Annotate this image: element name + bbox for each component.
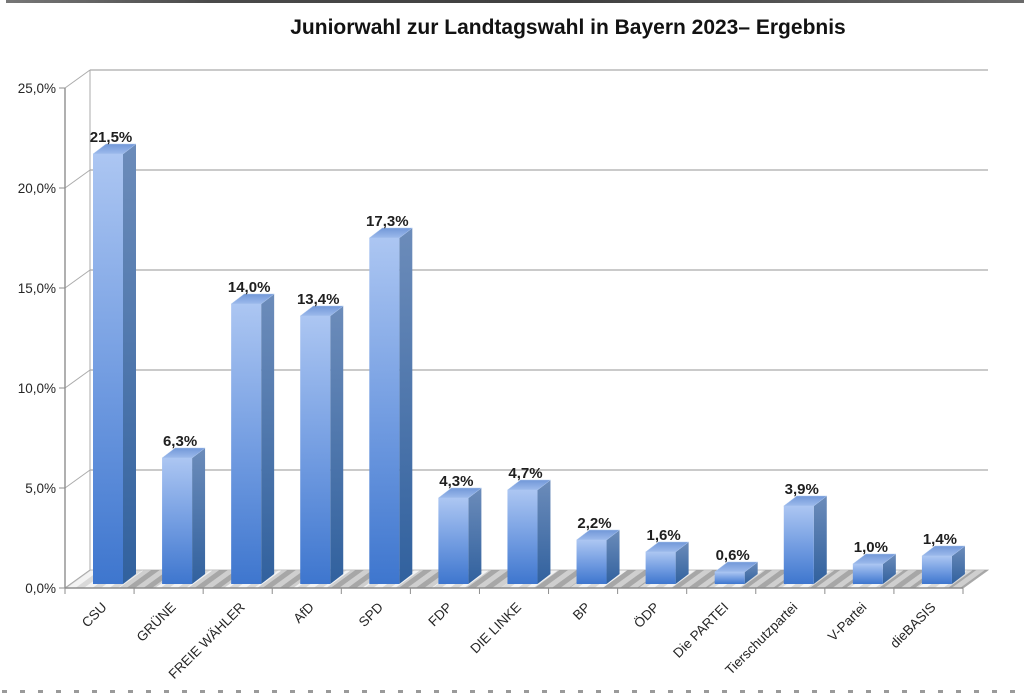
bar-front-face <box>783 506 814 584</box>
bar-side-face <box>537 480 551 584</box>
bar-csu: 21,5% <box>90 129 137 584</box>
y-tick-connector-15 <box>64 269 91 289</box>
bar-front-face <box>576 540 607 584</box>
bar-front-face <box>369 238 400 584</box>
y-axis-label-20: 20,0% <box>18 181 56 196</box>
x-axis-label-csu: CSU <box>79 600 110 631</box>
bar-fdp: 4,3% <box>437 473 483 584</box>
bar-front-face <box>93 154 123 584</box>
bar-freie-wähler: 14,0% <box>228 279 275 584</box>
bar-value-label-csu: 21,5% <box>90 129 133 146</box>
bar-front-face <box>162 458 193 584</box>
bar-die-linke: 4,7% <box>506 465 552 584</box>
y-tick-connector-20 <box>64 169 91 189</box>
x-axis-label-fdp: FDP <box>425 600 455 630</box>
bar-side-face <box>813 496 827 584</box>
bar-ödp: 1,6% <box>644 527 690 584</box>
x-axis-label-tierschutzpartei: Tierschutzpartei <box>722 600 800 678</box>
y-axis-label-15: 15,0% <box>18 281 56 296</box>
x-axis-label-afd: AfD <box>290 599 317 626</box>
y-axis-label-0: 0,0% <box>25 581 56 596</box>
x-axis-label-die-linke: DIE LINKE <box>467 600 524 657</box>
bar-side-face <box>192 448 206 584</box>
x-axis-label-v-partei: V-Partei <box>825 600 870 645</box>
bar-value-label-bp: 2,2% <box>577 515 611 532</box>
x-axis-label-bp: BP <box>570 600 593 623</box>
bar-value-label-ödp: 1,6% <box>647 527 681 544</box>
bar-value-label-freie-wähler: 14,0% <box>228 279 271 296</box>
bar-value-label-fdp: 4,3% <box>439 473 473 490</box>
bar-afd: 13,4% <box>297 291 344 584</box>
bar-side-face <box>468 488 482 584</box>
bar-front-face <box>921 556 952 584</box>
bar-front-face <box>852 564 883 584</box>
bar-value-label-grüne: 6,3% <box>163 433 197 450</box>
y-tick-connector-25 <box>64 69 91 89</box>
bar-front-face <box>714 572 745 584</box>
x-axis-label-die-partei: Die PARTEI <box>670 600 731 661</box>
bar-side-face <box>123 144 136 584</box>
bar-side-face <box>744 562 758 584</box>
bar-diebasis: 1,4% <box>921 531 966 584</box>
bar-value-label-die-partei: 0,6% <box>716 547 750 564</box>
y-axis-label-25: 25,0% <box>18 81 56 96</box>
bar-tierschutzpartei: 3,9% <box>783 481 828 584</box>
bar-value-label-die-linke: 4,7% <box>508 465 542 482</box>
bar-v-partei: 1,0% <box>852 539 897 584</box>
floor-right-edge <box>962 569 989 589</box>
bar-front-face <box>231 304 262 584</box>
y-axis-label-5: 5,0% <box>25 481 56 496</box>
bar-side-face <box>330 306 344 584</box>
bar-front-face <box>645 552 676 584</box>
bar-side-face <box>606 530 620 584</box>
page-bottom-edge-dots <box>2 690 1022 693</box>
x-axis-label-ödp: ÖDP <box>631 600 662 631</box>
x-axis-label-grüne: GRÜNE <box>134 600 179 645</box>
bar-side-face <box>399 228 413 584</box>
y-tick-connector-0 <box>64 569 91 589</box>
y-axis-label-10: 10,0% <box>18 381 56 396</box>
x-axis-label-spd: SPD <box>356 599 386 629</box>
bar-side-face <box>261 294 275 584</box>
bar-value-label-tierschutzpartei: 3,9% <box>785 481 819 498</box>
bar-side-face <box>951 546 965 584</box>
bar-value-label-afd: 13,4% <box>297 291 340 308</box>
bar-value-label-diebasis: 1,4% <box>923 531 957 548</box>
bar-spd: 17,3% <box>366 213 414 584</box>
bar-front-face <box>507 490 538 584</box>
x-axis-label-diebasis: dieBASIS <box>887 600 938 651</box>
bar-grüne: 6,3% <box>161 433 206 584</box>
bar-front-face <box>438 498 469 584</box>
bar-value-label-spd: 17,3% <box>366 213 409 230</box>
bar-value-label-v-partei: 1,0% <box>854 539 888 556</box>
x-axis-label-freie-wähler: FREIE WÄHLER <box>166 599 248 681</box>
bar-side-face <box>675 542 689 584</box>
bar-bp: 2,2% <box>575 515 621 584</box>
y-tick-connector-5 <box>64 469 91 489</box>
y-tick-connector-10 <box>64 369 91 389</box>
bar-die-partei: 0,6% <box>713 547 759 584</box>
bar-front-face <box>300 316 331 584</box>
page-top-edge-line <box>6 0 1024 3</box>
chart-title: Juniorwahl zur Landtagswahl in Bayern 20… <box>290 16 846 39</box>
